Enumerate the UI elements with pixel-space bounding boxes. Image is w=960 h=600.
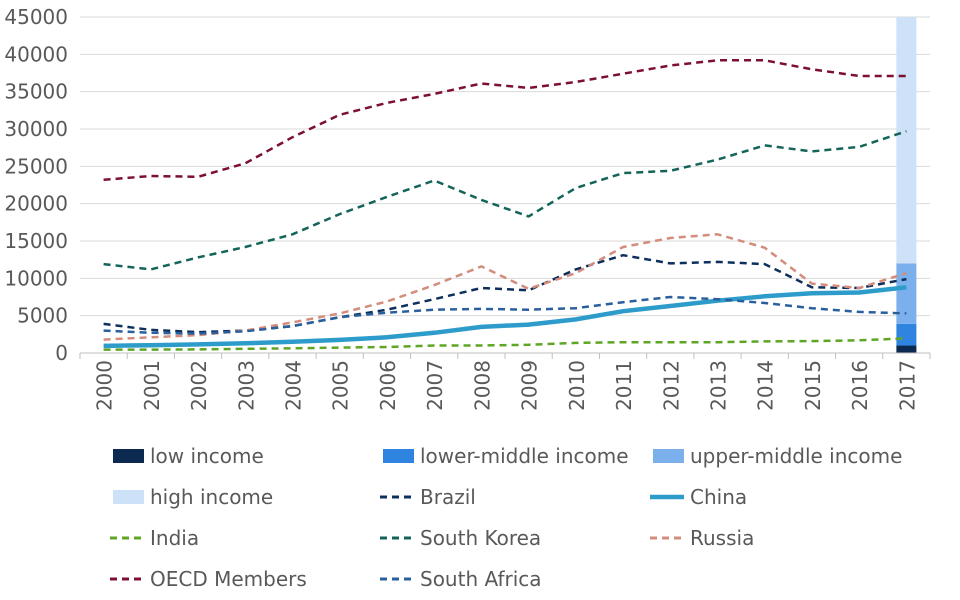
legend-swatch-icon [110, 490, 144, 504]
legend-label: OECD Members [150, 567, 307, 591]
gridlines [80, 16, 930, 317]
y-tick-label: 0 [55, 341, 68, 365]
legend-label: low income [150, 444, 264, 468]
plot-area: 0 5000 10000 15000 20000 25000 30000 35000 40000… [4, 5, 931, 411]
x-tick-label: 2006 [376, 360, 400, 411]
x-tick-label: 2015 [801, 360, 825, 411]
legend-item: India [110, 520, 199, 556]
y-tick-label: 35000 [4, 80, 68, 104]
legend-label: India [150, 526, 200, 550]
y-tick-label: 15000 [4, 229, 68, 253]
y-tick-label: 30000 [4, 117, 68, 141]
x-tick-label: 2009 [518, 360, 542, 411]
legend-swatch-icon [380, 490, 414, 504]
x-tick-label: 2001 [140, 360, 164, 411]
legend-swatch-icon [110, 531, 144, 545]
x-tick-label: 2005 [329, 360, 353, 411]
axes: 0 5000 10000 15000 20000 25000 30000 35000 40000… [4, 5, 931, 411]
x-tick-label: 2004 [282, 360, 306, 411]
series-line-oecd-members [103, 59, 907, 182]
legend-swatch-icon [110, 572, 144, 586]
legend-item: Brazil [380, 479, 476, 515]
series-line-china [103, 285, 907, 349]
legend-item: South Africa [380, 561, 542, 597]
income-band-low-income [896, 345, 917, 353]
series-lines [103, 59, 907, 351]
y-tick-label: 20000 [4, 192, 68, 216]
series-line-south-africa [103, 295, 907, 335]
legend-label: Brazil [420, 485, 476, 509]
legend-item: low income [110, 438, 264, 474]
x-tick-label: 2016 [848, 360, 872, 411]
x-tick-label: 2000 [93, 360, 117, 411]
legend-swatch-icon [650, 531, 684, 545]
income-band-upper-middle-income [896, 263, 917, 324]
legend: low income lower-middle income upper-middl… [110, 438, 940, 598]
x-tick-label: 2014 [754, 360, 778, 411]
x-tick-label: 2003 [234, 360, 258, 411]
legend-label: South Korea [420, 526, 542, 550]
legend-label: China [690, 485, 748, 509]
x-tick-label: 2007 [423, 360, 447, 411]
x-tick-label: 2017 [895, 360, 919, 411]
x-tick-label: 2008 [470, 360, 494, 411]
legend-item: high income [110, 479, 273, 515]
legend-label: lower-middle income [420, 444, 629, 468]
legend-label: Russia [690, 526, 755, 550]
legend-item: Russia [650, 520, 754, 556]
y-tick-label: 45000 [4, 5, 68, 29]
series-line-south-korea [103, 130, 907, 271]
legend-swatch-icon [380, 531, 414, 545]
series-line-india [103, 337, 907, 351]
legend-label: South Africa [420, 567, 542, 591]
legend-swatch-icon [650, 449, 684, 463]
legend-item: lower-middle income [380, 438, 629, 474]
income-threshold-bar [896, 17, 917, 353]
legend-swatch-icon [380, 449, 414, 463]
income-band-high-income [896, 17, 917, 264]
y-tick-label: 25000 [4, 154, 68, 178]
x-tick-label: 2010 [565, 360, 589, 411]
x-tick-label: 2011 [612, 360, 636, 411]
legend-swatch-icon [650, 490, 684, 504]
y-tick-label: 10000 [4, 266, 68, 290]
legend-item: OECD Members [110, 561, 307, 597]
legend-item: upper-middle income [650, 438, 902, 474]
legend-swatch-icon [380, 572, 414, 586]
legend-item: South Korea [380, 520, 541, 556]
legend-label: upper-middle income [690, 444, 903, 468]
x-tick-label: 2013 [707, 360, 731, 411]
x-tick-label: 2002 [187, 360, 211, 411]
income-band-lower-middle-income [896, 323, 917, 346]
y-tick-label: 40000 [4, 42, 68, 66]
y-tick-label: 5000 [17, 304, 68, 328]
legend-swatch-icon [110, 449, 144, 463]
x-tick-label: 2012 [659, 360, 683, 411]
legend-item: China [650, 479, 747, 515]
legend-label: high income [150, 485, 274, 509]
